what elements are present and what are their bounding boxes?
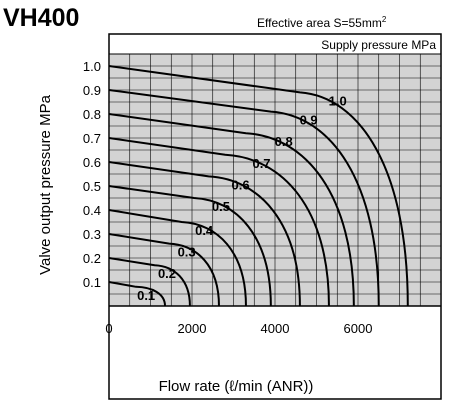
curve-0-9 [108,89,380,307]
curve-label: 0.1 [137,288,155,303]
y-tick-label: 0.9 [83,83,101,98]
y-tick-label: 0.6 [83,155,101,170]
curve-label: 0.4 [195,223,214,238]
y-tick-label: 0.7 [83,131,101,146]
curve-0-7 [108,137,330,307]
grid [109,54,441,306]
curve-0-5 [108,185,272,307]
curve-0-1 [108,281,167,307]
curve-label: 0.7 [252,156,270,171]
effective-area-note: Effective area S=55mm2 [257,15,387,30]
curve-labels: 0.10.20.3 0.4 0.50.60.7 0.8 0.9 1.0 [137,93,347,302]
y-tick-label: 0.1 [83,275,101,290]
curve-0-6 [108,161,301,307]
curves [108,65,409,307]
curve-label: 1.0 [329,93,347,108]
curve-label: 0.3 [178,245,196,260]
curve-0-2 [108,257,191,307]
y-tick-label: 0.3 [83,227,101,242]
y-tick-label: 0.4 [83,203,101,218]
x-ticks: 0 2000 4000 6000 [105,321,372,336]
y-tick-label: 0.2 [83,251,101,266]
curve-1-0 [108,65,409,307]
y-tick-label: 0.8 [83,107,101,122]
curve-0-8 [108,113,355,307]
y-tick-label: 1.0 [83,59,101,74]
model-title: VH400 [3,4,79,32]
x-tick-label: 6000 [344,321,373,336]
legend-title: Supply pressure MPa [321,38,436,52]
x-tick-label: 4000 [261,321,290,336]
y-axis-label: Valve output pressure MPa [37,94,54,274]
y-ticks: 0.1 0.2 0.3 0.4 0.5 0.6 0.7 0.8 0.9 1.0 [83,59,101,290]
curve-label: 0.5 [212,199,230,214]
curve-label: 0.6 [232,177,250,192]
x-tick-label: 2000 [178,321,207,336]
curve-label: 0.8 [275,134,293,149]
x-tick-label: 0 [105,321,112,336]
curve-label: 0.2 [158,266,176,281]
curve-label: 0.9 [300,113,318,128]
curve-0-4 [108,209,247,307]
curve-0-3 [108,233,220,307]
y-tick-label: 0.5 [83,179,101,194]
x-axis-label: Flow rate (ℓ/min (ANR)) [159,378,314,395]
